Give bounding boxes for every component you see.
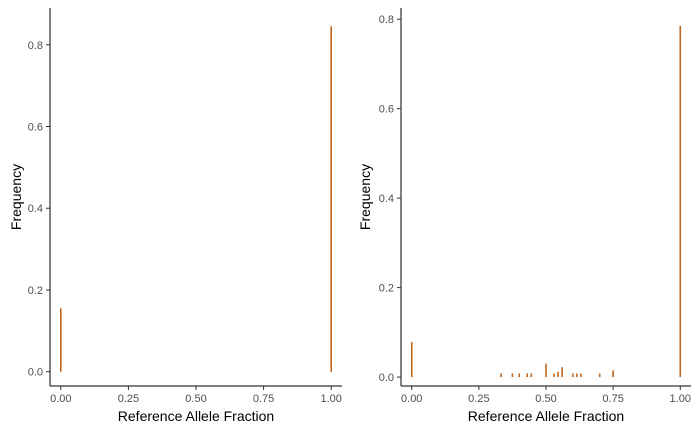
x-tick-label: 1.00 [670, 393, 691, 405]
y-axis-title: Frequency [8, 164, 24, 230]
y-axis-title: Frequency [357, 164, 373, 230]
x-tick-label: 0.50 [535, 393, 556, 405]
y-tick-label: 0.0 [28, 367, 43, 379]
x-tick-label: 0.25 [468, 393, 489, 405]
x-axis-title: Reference Allele Fraction [468, 408, 624, 424]
left-histogram-panel: 0.0 0.2 0.4 0.6 0.8 0.00 0.25 0.50 0.75 1.00 Refer… [8, 8, 342, 424]
y-tick-label: 0.2 [28, 285, 43, 297]
y-tick-label: 0.4 [379, 193, 394, 205]
x-tick-label: 1.00 [320, 393, 341, 405]
y-tick-label: 0.6 [379, 104, 394, 116]
x-tick-label: 0.25 [118, 393, 139, 405]
x-tick-label: 0.75 [253, 393, 274, 405]
x-tick-label: 0.75 [602, 393, 623, 405]
x-tick-label: 0.00 [50, 393, 71, 405]
y-tick-label: 0.0 [379, 372, 394, 384]
y-tick-label: 0.2 [379, 283, 394, 295]
y-tick-label: 0.4 [28, 203, 43, 215]
y-tick-label: 0.8 [28, 40, 43, 52]
right-histogram-panel: 0.0 0.2 0.4 0.6 0.8 0.00 0.25 0.50 0.75 1.00 Refer… [357, 8, 691, 424]
x-tick-label: 0.00 [401, 393, 422, 405]
y-tick-label: 0.6 [28, 122, 43, 134]
y-tick-label: 0.8 [379, 14, 394, 26]
x-tick-label: 0.50 [185, 393, 206, 405]
x-axis-title: Reference Allele Fraction [118, 408, 274, 424]
